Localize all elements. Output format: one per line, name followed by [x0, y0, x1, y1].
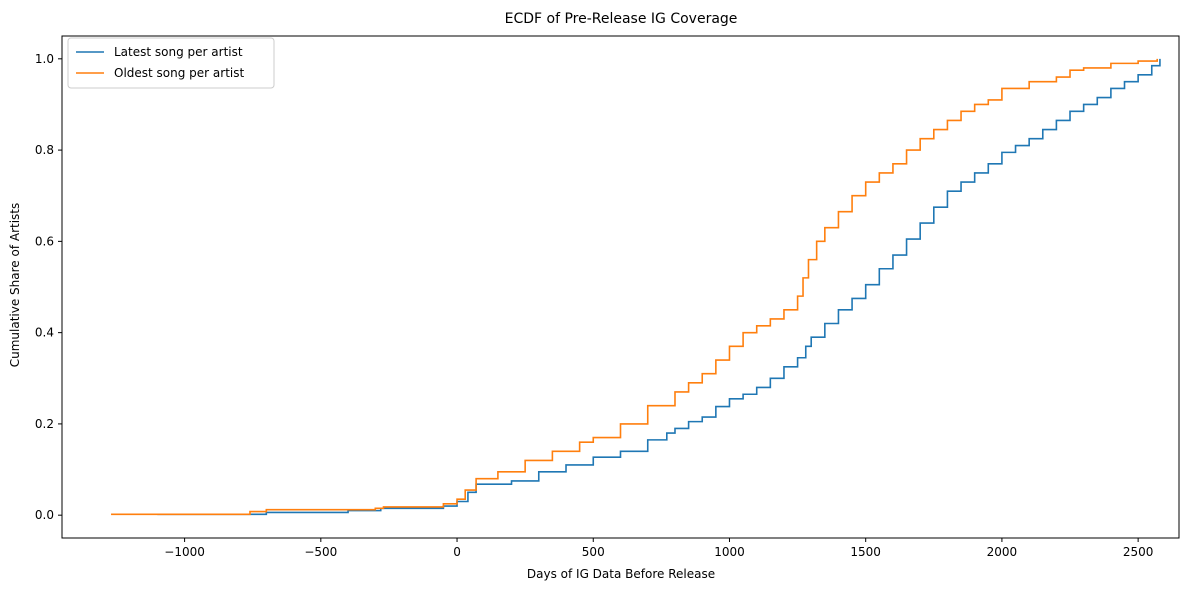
- y-tick-label: 0.8: [35, 143, 54, 157]
- y-tick-label: 0.6: [35, 234, 54, 248]
- x-tick-label: 2000: [987, 545, 1018, 559]
- x-tick-label: −500: [304, 545, 337, 559]
- chart-title: ECDF of Pre-Release IG Coverage: [505, 11, 738, 27]
- x-axis-label: Days of IG Data Before Release: [527, 567, 715, 581]
- x-tick-label: −1000: [164, 545, 205, 559]
- legend-label-latest: Latest song per artist: [114, 45, 243, 59]
- legend: Latest song per artist Oldest song per a…: [67, 37, 275, 89]
- series-line-oldest: [111, 58, 1158, 516]
- y-tick-label: 0.2: [35, 417, 54, 431]
- x-tick-label: 500: [582, 545, 605, 559]
- axes-frame: [61, 35, 1180, 539]
- x-tick-label: 2500: [1123, 545, 1154, 559]
- x-tick-label: 1000: [714, 545, 745, 559]
- y-tick-label: 0.0: [35, 508, 54, 522]
- series-layer: [111, 58, 1161, 516]
- x-tick-label: 0: [453, 545, 461, 559]
- axis-ticks: −1000 −500 0 500 1000 1500 2000 2500 0.0 0.2 0.4 0.…: [35, 52, 1154, 559]
- series-line-latest: [157, 58, 1161, 516]
- legend-label-oldest: Oldest song per artist: [114, 66, 245, 80]
- y-tick-label: 1.0: [35, 52, 54, 66]
- x-tick-label: 1500: [850, 545, 881, 559]
- legend-box: [67, 37, 275, 89]
- y-tick-label: 0.4: [35, 326, 54, 340]
- y-axis-label: Cumulative Share of Artists: [8, 203, 22, 368]
